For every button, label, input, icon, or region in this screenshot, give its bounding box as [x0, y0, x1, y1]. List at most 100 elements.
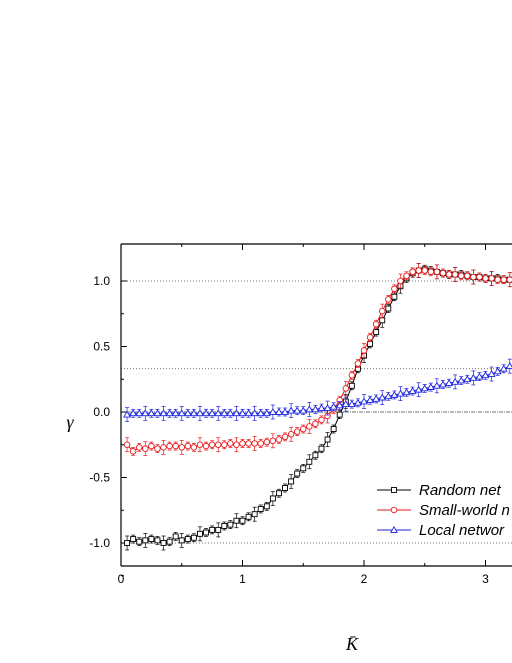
- data-point: [227, 521, 234, 528]
- legend-marker: [390, 506, 398, 514]
- data-point: [457, 272, 465, 280]
- data-point: [256, 409, 265, 417]
- data-point: [245, 440, 252, 447]
- data-point: [268, 407, 277, 415]
- data-point: [233, 441, 240, 449]
- data-point: [269, 495, 276, 502]
- data-point: [348, 372, 356, 379]
- data-point: [148, 442, 155, 450]
- data-point: [439, 269, 447, 277]
- data-point: [130, 536, 137, 543]
- x-tick-labels: 0 1 2 3: [118, 572, 490, 586]
- data-point: [250, 409, 259, 417]
- data-point: [499, 364, 508, 372]
- y-tick-label: 1.0: [93, 274, 110, 288]
- series-circle: [123, 263, 512, 457]
- data-point: [348, 382, 355, 389]
- data-point: [318, 445, 325, 452]
- data-point: [470, 273, 477, 281]
- data-point: [451, 377, 460, 385]
- data-point: [324, 436, 331, 443]
- data-point: [402, 388, 411, 396]
- data-point: [300, 465, 307, 472]
- data-point: [136, 538, 143, 545]
- data-point: [506, 276, 512, 283]
- legend-label: Small-world n: [419, 502, 510, 519]
- data-point: [184, 442, 192, 450]
- y-axis-title: γ: [66, 412, 74, 432]
- data-point: [366, 396, 375, 404]
- data-point: [282, 485, 288, 491]
- data-point: [378, 307, 386, 315]
- y-tick-label: 0.5: [93, 340, 110, 354]
- y-tick-label: -1.0: [89, 536, 110, 550]
- y-tick-label: 0.0: [93, 405, 110, 419]
- legend: Random net Small-world n Local networ: [377, 482, 510, 539]
- series-triangle: [123, 358, 512, 422]
- data-point: [305, 405, 314, 413]
- reference-lines: [121, 280, 512, 544]
- data-point: [342, 385, 350, 392]
- data-point: [148, 536, 155, 543]
- data-point: [323, 403, 332, 411]
- data-point: [124, 540, 131, 546]
- data-point: [208, 441, 216, 449]
- data-point: [475, 372, 484, 380]
- data-point: [391, 285, 398, 293]
- data-point: [189, 409, 198, 417]
- data-point: [420, 384, 429, 392]
- data-point: [299, 406, 308, 414]
- data-point: [341, 400, 350, 407]
- data-point: [385, 296, 392, 303]
- axes: [120, 243, 512, 577]
- data-point: [251, 511, 258, 518]
- data-point: [421, 267, 429, 274]
- data-point: [293, 428, 301, 435]
- plot-area: [123, 263, 512, 551]
- data-point: [317, 403, 326, 411]
- data-point: [445, 379, 454, 387]
- data-point: [275, 436, 283, 443]
- data-point: [165, 409, 174, 417]
- data-point: [414, 385, 423, 393]
- data-point: [476, 273, 483, 281]
- data-point: [347, 400, 356, 407]
- data-point: [354, 360, 362, 367]
- data-point: [482, 275, 489, 282]
- data-point: [214, 441, 222, 449]
- data-point: [311, 405, 320, 413]
- data-point: [154, 537, 161, 544]
- data-point: [457, 376, 466, 384]
- data-point: [238, 409, 247, 417]
- data-point: [123, 410, 132, 418]
- x-tick-label: 0: [118, 572, 125, 586]
- data-point: [142, 537, 149, 544]
- data-point: [239, 440, 246, 447]
- data-point: [195, 409, 204, 417]
- data-point: [451, 271, 459, 278]
- data-point: [427, 268, 435, 276]
- data-point: [445, 271, 453, 278]
- data-point: [172, 442, 179, 450]
- data-point: [171, 409, 180, 417]
- x-tick-label: 3: [482, 572, 489, 586]
- data-point: [166, 442, 173, 450]
- data-point: [214, 409, 223, 417]
- data-point: [221, 523, 228, 529]
- data-point: [360, 347, 368, 354]
- data-point: [312, 420, 319, 428]
- data-point: [178, 444, 185, 451]
- data-point: [335, 401, 344, 409]
- data-point: [274, 407, 283, 415]
- data-point: [281, 407, 290, 415]
- data-point: [432, 381, 441, 389]
- data-point: [226, 409, 235, 417]
- data-point: [269, 437, 277, 445]
- data-point: [129, 409, 138, 417]
- data-point: [184, 536, 191, 543]
- data-point: [500, 276, 507, 283]
- data-point: [263, 503, 270, 510]
- data-point: [135, 409, 144, 417]
- data-point: [202, 409, 211, 417]
- data-point: [373, 329, 380, 336]
